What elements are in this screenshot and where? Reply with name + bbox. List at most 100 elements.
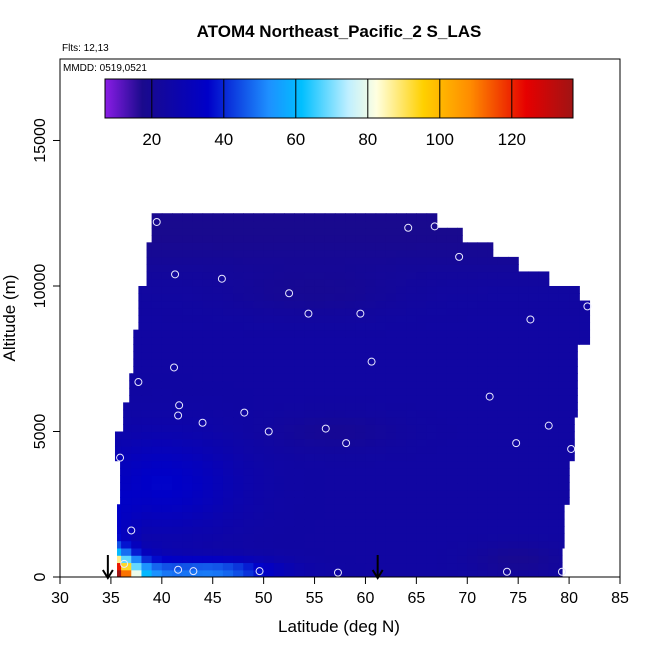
heatmap-cell xyxy=(508,285,519,294)
heatmap-cell xyxy=(416,424,428,433)
heatmap-cell xyxy=(273,300,285,309)
heatmap-cell xyxy=(192,489,204,498)
heatmap-cell xyxy=(243,504,255,513)
heatmap-cell xyxy=(233,315,244,323)
heatmap-cell xyxy=(192,235,204,243)
heatmap-cell xyxy=(508,431,519,440)
heatmap-cell xyxy=(426,467,438,476)
heatmap-cell xyxy=(182,453,193,462)
heatmap-cell xyxy=(192,496,204,505)
heatmap-cell xyxy=(263,336,275,345)
heatmap-cell xyxy=(212,271,224,280)
heatmap-cell xyxy=(355,264,367,273)
heatmap-cell xyxy=(212,569,224,577)
heatmap-cell xyxy=(161,569,173,577)
heatmap-cell xyxy=(151,220,163,229)
heatmap-cell xyxy=(121,453,132,462)
heatmap-cell xyxy=(406,460,417,469)
heatmap-cell xyxy=(538,344,550,353)
heatmap-cell xyxy=(457,366,468,374)
heatmap-cell xyxy=(334,351,346,360)
heatmap-cell xyxy=(304,373,316,382)
heatmap-cell xyxy=(508,562,519,571)
heatmap-cell xyxy=(212,489,224,498)
heatmap-cell xyxy=(304,293,316,302)
heatmap-cell xyxy=(467,467,479,476)
heatmap-cell xyxy=(141,569,153,577)
heatmap-cell xyxy=(436,504,448,513)
heatmap-cell xyxy=(284,278,295,287)
heatmap-cell xyxy=(212,213,224,222)
heatmap-cell xyxy=(161,358,173,367)
heatmap-cell xyxy=(284,562,295,571)
heatmap-cell xyxy=(151,366,163,374)
heatmap-cell xyxy=(345,329,356,338)
heatmap-cell xyxy=(355,555,367,564)
heatmap-cell xyxy=(355,293,367,302)
heatmap-cell xyxy=(436,373,448,382)
heatmap-cell xyxy=(467,518,479,527)
heatmap-cell xyxy=(151,438,163,447)
heatmap-cell xyxy=(457,293,468,302)
heatmap-cell xyxy=(314,489,326,498)
heatmap-cell xyxy=(487,467,499,476)
heatmap-cell xyxy=(263,307,275,316)
heatmap-cell xyxy=(436,285,448,294)
heatmap-cell xyxy=(192,242,204,251)
heatmap-cell xyxy=(314,547,326,556)
heatmap-cell xyxy=(518,380,529,389)
heatmap-cell xyxy=(304,489,316,498)
heatmap-cell xyxy=(345,467,356,476)
heatmap-cell xyxy=(314,373,326,382)
heatmap-cell xyxy=(202,264,214,273)
heatmap-cell xyxy=(548,504,560,513)
heatmap-cell xyxy=(334,489,346,498)
heatmap-cell xyxy=(182,409,193,418)
heatmap-cell xyxy=(497,431,509,440)
heatmap-cell xyxy=(172,395,183,403)
heatmap-cell xyxy=(385,409,397,418)
heatmap-cell xyxy=(324,402,336,411)
heatmap-cell xyxy=(314,249,326,258)
heatmap-cell xyxy=(151,511,163,520)
heatmap-cell xyxy=(243,285,255,294)
heatmap-cell xyxy=(324,511,336,520)
heatmap-cell xyxy=(345,300,356,309)
heatmap-cell xyxy=(345,562,356,571)
heatmap-cell xyxy=(138,300,143,309)
heatmap-cell xyxy=(192,380,204,389)
heatmap-cell xyxy=(334,482,346,491)
heatmap-cell xyxy=(477,300,489,309)
heatmap-cell xyxy=(233,373,244,382)
heatmap-cell xyxy=(253,242,265,251)
heatmap-cell xyxy=(416,409,428,418)
heatmap-cell xyxy=(141,307,153,316)
heatmap-cell xyxy=(324,540,336,549)
heatmap-cell xyxy=(212,366,224,374)
heatmap-cell xyxy=(436,496,448,505)
heatmap-cell xyxy=(123,424,132,433)
heatmap-cell xyxy=(365,242,377,251)
heatmap-cell xyxy=(243,227,255,236)
heatmap-cell xyxy=(324,256,336,265)
heatmap-cell xyxy=(243,366,255,374)
heatmap-cell xyxy=(151,402,163,411)
heatmap-cell xyxy=(161,322,173,331)
heatmap-cell xyxy=(294,416,305,425)
heatmap-cell xyxy=(385,315,397,323)
heatmap-cell xyxy=(133,351,143,360)
heatmap-cell xyxy=(324,322,336,331)
heatmap-cell xyxy=(243,336,255,345)
heatmap-cell xyxy=(446,278,458,287)
heatmap-cell xyxy=(548,322,560,331)
heatmap-cell xyxy=(172,227,183,236)
heatmap-cell xyxy=(355,409,367,418)
heatmap-cell xyxy=(233,249,244,258)
heatmap-cell xyxy=(426,453,438,462)
heatmap-cell xyxy=(508,438,519,447)
heatmap-cell xyxy=(304,511,316,520)
heatmap-cell xyxy=(334,278,346,287)
heatmap-cell xyxy=(222,555,234,564)
heatmap-cell xyxy=(558,489,570,498)
heatmap-cell xyxy=(233,402,244,411)
